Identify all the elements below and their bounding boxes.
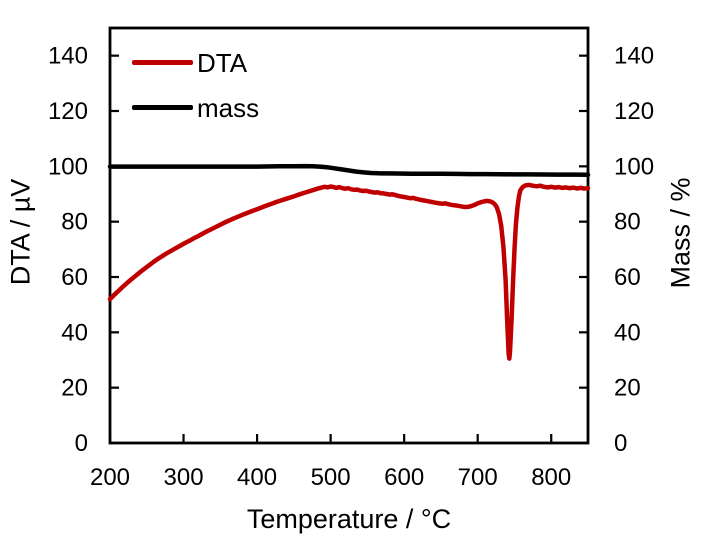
dta-series-swatch [132, 60, 193, 65]
series-line-dta [107, 182, 591, 361]
legend-label-dta: DTA [197, 47, 248, 78]
legend: DTA mass [132, 40, 259, 130]
right-y-tick-label: 120 [614, 98, 654, 125]
mass-series-swatch [132, 105, 193, 110]
x-tick-label: 500 [311, 464, 351, 491]
x-tick-label: 300 [164, 464, 204, 491]
x-tick-label: 600 [384, 464, 424, 491]
legend-item-dta: DTA [132, 40, 259, 85]
x-tick-label: 200 [90, 464, 130, 491]
x-tick-label: 400 [237, 464, 277, 491]
right-y-tick-label: 20 [614, 375, 641, 402]
series-line-mass [107, 163, 591, 178]
left-y-tick-label: 40 [61, 319, 88, 346]
left-y-tick-label: 20 [61, 375, 88, 402]
left-y-tick-label: 100 [48, 153, 88, 180]
legend-item-mass: mass [132, 85, 259, 130]
left-y-tick-label: 60 [61, 264, 88, 291]
left-y-tick-label: 80 [61, 209, 88, 236]
left-axis-title: DTA / µV [5, 178, 36, 286]
left-y-tick-label: 0 [75, 430, 88, 457]
plot-frame [108, 26, 590, 445]
right-y-tick-label: 40 [614, 319, 641, 346]
right-y-tick-label: 80 [614, 209, 641, 236]
right-y-tick-label: 100 [614, 153, 654, 180]
legend-label-mass: mass [197, 92, 260, 123]
right-y-tick-label: 60 [614, 264, 641, 291]
x-axis-title: Temperature / °C [246, 504, 452, 534]
right-y-tick-label: 140 [614, 43, 654, 70]
left-y-tick-label: 140 [48, 43, 88, 70]
left-y-tick-label: 120 [48, 98, 88, 125]
right-axis-title: Mass / % [665, 177, 696, 289]
x-tick-label: 700 [458, 464, 498, 491]
right-y-tick-label: 0 [614, 430, 627, 457]
x-tick-label: 800 [531, 464, 571, 491]
